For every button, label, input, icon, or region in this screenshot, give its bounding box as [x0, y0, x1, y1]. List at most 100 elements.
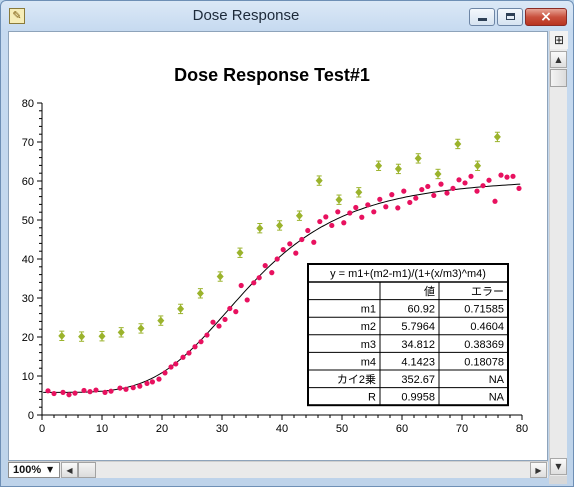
data-point: [222, 316, 228, 323]
data-point: [444, 190, 450, 196]
data-point: [137, 383, 143, 389]
table-cell: NA: [489, 374, 505, 386]
data-point: [72, 390, 78, 396]
scroll-up-button[interactable]: ▲: [550, 51, 567, 68]
data-point: [287, 241, 293, 247]
data-point: [299, 236, 305, 243]
close-icon: ×: [540, 9, 552, 25]
diamond-marker: [78, 332, 86, 341]
split-pane-icon[interactable]: ⊞: [550, 31, 568, 49]
x-tick-label: 50: [336, 423, 348, 435]
scroll-left-button[interactable]: ◀: [61, 462, 78, 478]
data-point: [244, 297, 250, 303]
data-point: [480, 183, 486, 189]
data-point: [262, 263, 268, 269]
data-point: [123, 386, 129, 392]
data-point: [305, 227, 311, 234]
notebook-icon[interactable]: ✎: [9, 8, 25, 24]
y-tick-label: 60: [22, 176, 34, 188]
data-point: [347, 210, 353, 216]
y-tick-label: 10: [22, 371, 34, 383]
table-cell: 34.812: [401, 339, 435, 351]
data-point: [168, 364, 174, 370]
data-point: [413, 195, 419, 201]
table-cell: 0.18078: [464, 356, 504, 368]
diamond-marker: [375, 161, 383, 170]
data-point: [280, 247, 286, 253]
data-point: [93, 387, 99, 393]
diamond-marker: [474, 161, 482, 170]
data-point: [108, 388, 114, 394]
table-cell: R: [368, 392, 376, 404]
data-point: [130, 385, 136, 391]
fit-equation: y = m1+(m2-m1)/(1+(x/m3)^m4): [330, 268, 486, 280]
vertical-scrollbar[interactable]: ⊞ ▲ ▼: [549, 31, 568, 476]
data-point: [516, 185, 522, 192]
y-tick-label: 30: [22, 293, 34, 305]
y-tick-label: 70: [22, 137, 34, 149]
data-point: [210, 319, 216, 325]
table-cell: m1: [361, 304, 376, 316]
table-cell: m3: [361, 339, 376, 351]
data-point: [60, 389, 66, 395]
data-point: [383, 204, 389, 210]
data-point: [510, 173, 516, 179]
data-point: [498, 172, 504, 178]
data-point: [269, 270, 275, 276]
resize-corner[interactable]: [549, 476, 567, 484]
x-tick-label: 20: [156, 423, 168, 435]
horizontal-scroll-thumb[interactable]: [78, 462, 96, 478]
data-point: [504, 174, 510, 180]
data-point: [389, 192, 395, 198]
window-title: Dose Response: [192, 7, 300, 24]
table-cell: 60.92: [407, 304, 435, 316]
data-point: [323, 214, 329, 220]
minimize-button[interactable]: [469, 8, 495, 26]
data-point: [192, 344, 198, 350]
table-cell: 0.9958: [401, 392, 435, 404]
table-cell: 5.7964: [401, 321, 435, 333]
scroll-right-button[interactable]: ▶: [530, 462, 547, 478]
dose-response-chart: Dose Response Test#1 0 10 20 30 40 50 60 70 80 0 10…: [22, 65, 528, 435]
data-point: [117, 385, 123, 391]
data-point: [238, 282, 244, 289]
data-point: [317, 218, 323, 225]
diamond-marker: [117, 328, 125, 337]
y-tick-label: 80: [22, 98, 34, 110]
data-point: [371, 209, 377, 215]
table-cell: 0.4604: [470, 321, 504, 333]
minimize-icon: [478, 18, 487, 21]
close-button[interactable]: ×: [525, 8, 567, 26]
data-point: [227, 305, 233, 312]
diamond-marker: [196, 289, 204, 298]
diamond-marker: [394, 164, 402, 173]
data-point: [186, 350, 192, 356]
graph-canvas[interactable]: Dose Response Test#1 0 10 20 30 40 50 60 70 80 0 10…: [8, 31, 548, 461]
diamond-marker: [335, 195, 343, 204]
vertical-scroll-thumb[interactable]: [550, 69, 567, 87]
data-point: [468, 173, 474, 179]
data-point: [353, 204, 359, 211]
data-point: [180, 354, 186, 360]
zoom-select[interactable]: 100% ▼: [8, 462, 60, 478]
diamond-marker: [493, 132, 501, 141]
data-point: [251, 280, 257, 286]
diamond-marker: [256, 224, 264, 233]
chart-title: Dose Response Test#1: [174, 65, 370, 85]
data-point: [216, 323, 222, 329]
horizontal-scrollbar[interactable]: 100% ▼ ◀ ▶: [8, 461, 548, 478]
title-bar[interactable]: ✎ Dose Response ×: [1, 1, 573, 31]
scroll-down-button[interactable]: ▼: [550, 458, 567, 475]
y-tick-label: 0: [28, 410, 34, 422]
data-point: [233, 309, 239, 315]
x-tick-label: 40: [276, 423, 288, 435]
x-tick-label: 80: [516, 423, 528, 435]
data-point: [144, 380, 150, 387]
table-cell: 4.1423: [401, 356, 435, 368]
data-point: [365, 202, 371, 208]
diamond-marker: [216, 272, 224, 281]
data-point: [156, 376, 162, 382]
maximize-button[interactable]: [497, 8, 523, 26]
data-point: [311, 239, 317, 245]
data-point: [198, 339, 204, 345]
